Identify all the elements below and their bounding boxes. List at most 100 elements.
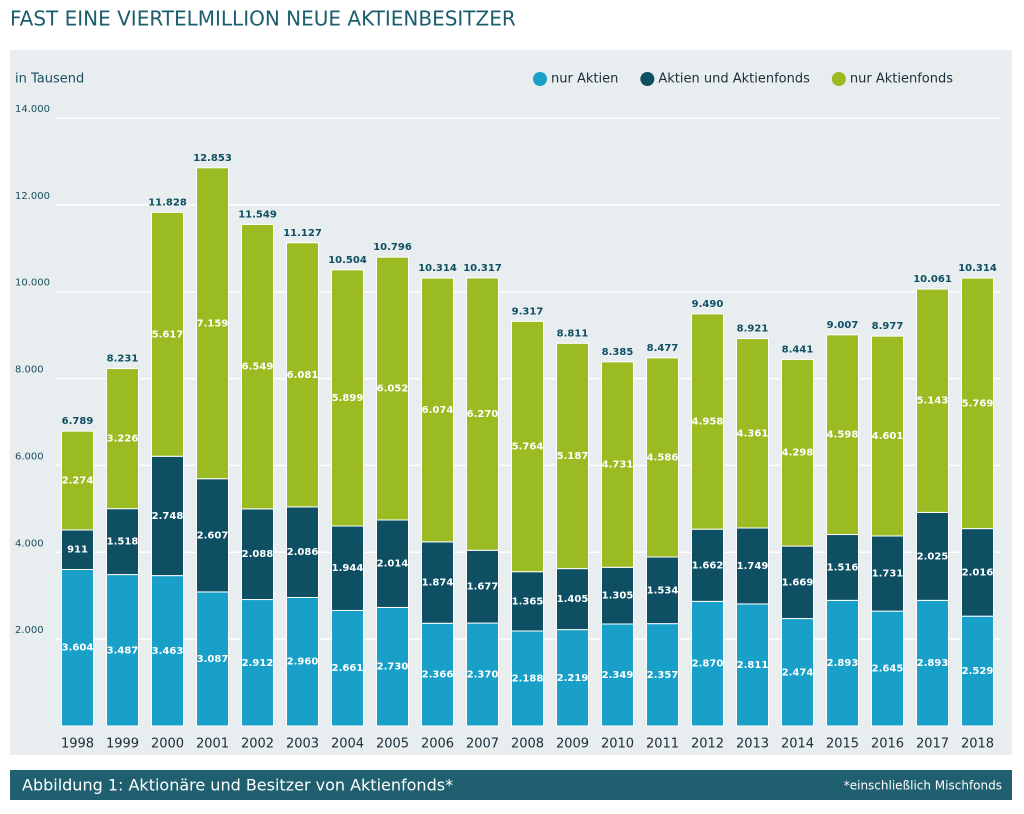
value-label: 2.357 <box>647 670 679 681</box>
value-label: 2.912 <box>242 658 274 669</box>
total-label: 8.441 <box>782 344 814 355</box>
value-label: 2.893 <box>827 658 859 669</box>
x-tick-label: 2000 <box>151 737 184 752</box>
total-label: 8.477 <box>647 343 679 354</box>
total-label: 11.549 <box>238 209 277 220</box>
value-label: 4.598 <box>827 430 859 441</box>
total-label: 10.314 <box>958 263 997 274</box>
value-label: 4.731 <box>602 460 634 471</box>
value-label: 5.617 <box>152 329 184 340</box>
value-label: 1.669 <box>782 577 814 588</box>
value-label: 2.016 <box>962 567 994 578</box>
bar-segment <box>601 566 634 625</box>
value-label: 6.074 <box>422 405 454 416</box>
value-label: 5.143 <box>917 396 949 407</box>
bar-segment <box>736 338 769 529</box>
bar-segment <box>421 622 454 727</box>
bar-segment <box>961 528 994 617</box>
total-label: 8.977 <box>872 321 904 332</box>
bar-segment <box>61 529 94 570</box>
value-label: 6.549 <box>242 362 274 373</box>
value-label: 1.749 <box>737 561 769 572</box>
caption: Abbildung 1: Aktionäre und Besitzer von … <box>22 776 453 795</box>
bar-segment <box>961 277 994 530</box>
x-tick-label: 2016 <box>871 737 904 752</box>
total-label: 8.385 <box>602 347 634 358</box>
bar-segment <box>421 541 454 624</box>
value-label: 4.958 <box>692 417 724 428</box>
total-label: 11.127 <box>283 228 322 239</box>
bar-segment <box>511 630 544 727</box>
value-label: 2.960 <box>287 657 319 668</box>
bar-segment <box>421 277 454 543</box>
y-tick-label: 8.000 <box>15 365 44 376</box>
value-label: 1.874 <box>422 578 454 589</box>
bar-segment <box>736 603 769 727</box>
value-label: 2.893 <box>917 658 949 669</box>
legend-label: nur Aktien <box>551 72 618 87</box>
bar-segment <box>331 269 364 527</box>
x-tick-label: 2014 <box>781 737 814 752</box>
total-label: 8.921 <box>737 324 769 335</box>
value-label: 2.370 <box>467 670 499 681</box>
bar-segment <box>871 610 904 727</box>
bar-segment <box>286 506 319 598</box>
bar-segment <box>286 242 319 508</box>
total-label: 9.007 <box>827 320 859 331</box>
y-axis-label: in Tausend <box>15 72 84 87</box>
value-label: 2.188 <box>512 673 544 684</box>
bar-segment <box>376 519 409 608</box>
x-tick-label: 2018 <box>961 737 994 752</box>
x-tick-label: 2015 <box>826 737 859 752</box>
bar-segment <box>691 528 724 602</box>
bar-segment <box>286 596 319 727</box>
bar-segment <box>331 525 364 611</box>
x-tick-label: 2013 <box>736 737 769 752</box>
value-label: 3.087 <box>197 654 229 665</box>
bar-segment <box>466 549 499 624</box>
legend-label: nur Aktienfonds <box>850 72 953 87</box>
value-label: 2.730 <box>377 662 409 673</box>
value-label: 6.052 <box>377 384 409 395</box>
x-tick-label: 1998 <box>61 737 94 752</box>
x-tick-label: 1999 <box>106 737 139 752</box>
chart-title: FAST EINE VIERTELMILLION NEUE AKTIENBESI… <box>10 7 516 31</box>
bar-segment <box>196 591 229 727</box>
x-tick-label: 2007 <box>466 737 499 752</box>
y-tick-label: 10.000 <box>15 278 50 289</box>
x-tick-label: 2009 <box>556 737 589 752</box>
bar-segment <box>376 606 409 727</box>
value-label: 2.748 <box>152 511 184 522</box>
legend-swatch <box>640 72 655 86</box>
value-label: 2.014 <box>377 559 409 570</box>
x-tick-label: 2008 <box>511 737 544 752</box>
value-label: 1.516 <box>827 562 859 573</box>
x-tick-label: 2011 <box>646 737 679 752</box>
bar-segment <box>601 361 634 568</box>
value-label: 2.811 <box>737 660 769 671</box>
legend-label: Aktien und Aktienfonds <box>658 72 810 87</box>
bar-segment <box>196 167 229 480</box>
bar-segment <box>556 342 589 570</box>
value-label: 4.298 <box>782 448 814 459</box>
value-label: 2.645 <box>872 664 904 675</box>
value-label: 2.274 <box>62 476 94 487</box>
value-label: 3.226 <box>107 434 139 445</box>
total-label: 12.853 <box>193 153 232 164</box>
total-label: 10.314 <box>418 263 457 274</box>
bar-segment <box>376 256 409 521</box>
legend-swatch <box>831 72 846 86</box>
value-label: 3.463 <box>152 646 184 657</box>
bar-segment <box>151 575 184 727</box>
value-label: 1.365 <box>512 596 544 607</box>
x-tick-label: 2001 <box>196 737 229 752</box>
bar-segment <box>736 527 769 605</box>
bar-segment <box>151 211 184 457</box>
value-label: 2.219 <box>557 673 589 684</box>
bar-segment <box>781 358 814 547</box>
total-label: 9.317 <box>512 306 544 317</box>
total-label: 10.504 <box>328 255 367 266</box>
value-label: 2.661 <box>332 663 364 674</box>
bar-segment <box>781 618 814 727</box>
bar-segment <box>556 568 589 631</box>
